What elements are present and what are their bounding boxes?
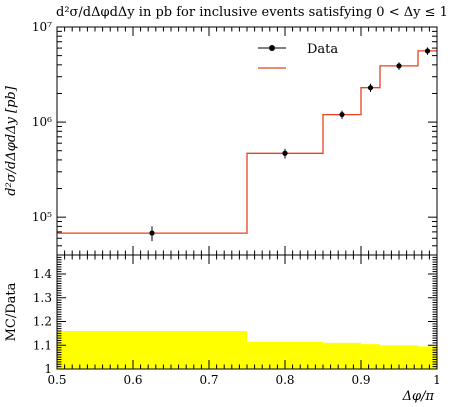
data-point xyxy=(367,85,374,91)
ratio-panel: 1 1.1 1.2 1.3 1.4 0.5 0.6 0.7 0.8 0.9 1 xyxy=(33,254,441,387)
mc-histogram-line xyxy=(57,50,437,234)
ratio-plot-frame xyxy=(56,254,438,370)
legend-data-label: Data xyxy=(307,42,338,57)
y-tick-label-main: 10⁷ xyxy=(32,20,52,34)
y-tick-label-main: 10⁶ xyxy=(32,115,52,129)
data-point xyxy=(396,63,402,69)
main-panel: 10⁵ 10⁶ 10⁷ xyxy=(32,20,438,256)
ratio-band-area xyxy=(57,331,437,369)
legend: Data xyxy=(258,42,338,69)
ratio-axis-ticks: 1 1.1 1.2 1.3 1.4 0.5 0.6 0.7 0.8 0.9 1 xyxy=(33,254,441,387)
data-point xyxy=(282,150,288,156)
ratio-band xyxy=(57,331,437,369)
x-tick-label: 0.6 xyxy=(123,373,142,387)
mc-histogram xyxy=(57,50,437,234)
data-point xyxy=(339,111,345,118)
y-tick-label-main: 10⁵ xyxy=(32,210,52,224)
y-tick-label-ratio: 1.2 xyxy=(33,315,52,329)
x-tick-label: 0.5 xyxy=(47,373,66,387)
data-point xyxy=(149,230,155,236)
y-axis-label-ratio: MC/Data xyxy=(4,282,19,341)
chart-title: d²σ/dΔφdΔy in pb for inclusive events sa… xyxy=(56,5,448,20)
data-point xyxy=(424,48,431,54)
y-tick-label-ratio: 1.4 xyxy=(33,267,52,281)
y-tick-label-ratio: 1 xyxy=(44,362,52,376)
y-tick-label-ratio: 1.1 xyxy=(33,338,52,352)
x-tick-label: 0.8 xyxy=(275,373,294,387)
x-axis-label: Δφ/π xyxy=(402,389,435,404)
y-tick-label-ratio: 1.3 xyxy=(33,291,52,305)
x-tick-label: 0.9 xyxy=(351,373,370,387)
legend-data-marker xyxy=(269,45,275,51)
x-tick-label: 0.7 xyxy=(199,373,218,387)
data-points xyxy=(149,47,431,242)
main-axis-ticks: 10⁵ 10⁶ 10⁷ xyxy=(32,20,438,256)
y-axis-label-main: d²σ/dΔφdΔy [pb] xyxy=(4,85,19,196)
x-tick-label: 1 xyxy=(433,373,441,387)
